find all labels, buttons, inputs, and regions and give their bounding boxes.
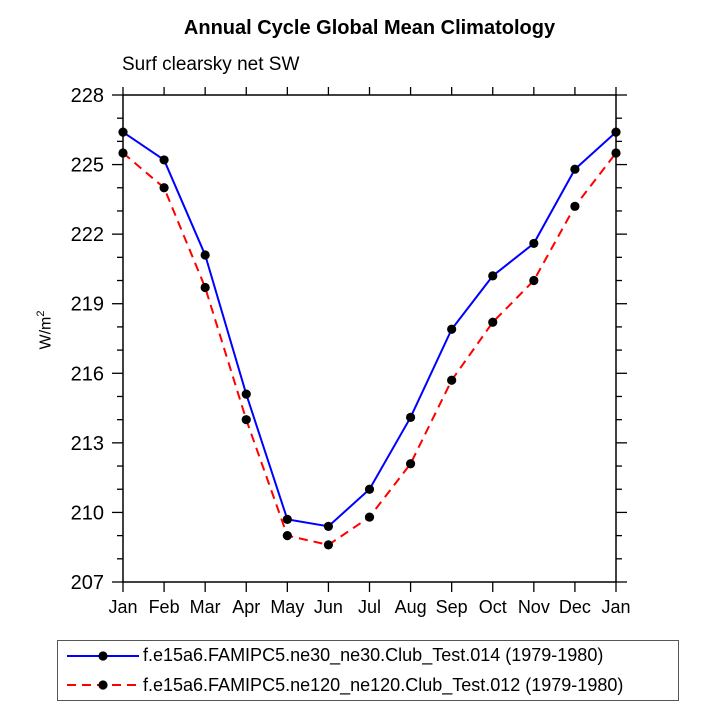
data-point-marker (447, 324, 457, 334)
legend-line-sample-blue-solid (65, 646, 141, 666)
y-tick-label: 216 (71, 363, 104, 385)
x-tick-label: Aug (395, 597, 427, 617)
x-tick-label: Mar (190, 597, 221, 617)
data-point-marker (405, 459, 416, 469)
series-line-0 (122, 131, 617, 528)
legend-sample-svg (67, 651, 139, 661)
legend-label-ne30: f.e15a6.FAMIPC5.ne30_ne30.Club_Test.014 … (143, 645, 604, 666)
data-point-marker (611, 127, 621, 137)
series-markers-0 (118, 127, 621, 531)
y-axis-tick-labels: 207 210 213 216 219 222 225 228 (71, 85, 104, 594)
data-point-marker (364, 512, 375, 522)
data-point-marker (200, 282, 210, 293)
legend-label-ne120: f.e15a6.FAMIPC5.ne120_ne120.Club_Test.01… (143, 674, 624, 695)
legend-row-ne120: f.e15a6.FAMIPC5.ne120_ne120.Club_Test.01… (58, 671, 678, 701)
series-markers-1 (118, 148, 621, 550)
data-point-marker (611, 148, 621, 158)
data-point-marker (282, 514, 292, 524)
x-axis-ticks (122, 87, 617, 592)
data-point-marker (323, 521, 334, 531)
data-point-marker (529, 275, 539, 286)
x-axis-tick-labels: Jan Feb Mar Apr May Jun Jul Aug Sep Oct Nov Dec Jan (108, 597, 630, 617)
legend-box: f.e15a6.FAMIPC5.ne30_ne30.Club_Test.014 … (57, 640, 679, 701)
data-point-marker (241, 389, 251, 399)
y-tick-label: 210 (71, 502, 104, 524)
data-point-marker (282, 531, 292, 541)
x-tick-label: Feb (149, 597, 180, 617)
x-tick-label: Apr (232, 597, 260, 617)
x-tick-label: May (270, 597, 304, 617)
legend-row-ne30: f.e15a6.FAMIPC5.ne30_ne30.Club_Test.014 … (58, 641, 678, 671)
x-tick-label: Dec (559, 597, 591, 617)
x-tick-label: Nov (518, 597, 550, 617)
x-tick-label: Jul (358, 597, 381, 617)
data-point-marker (488, 317, 498, 327)
plot-frame (122, 94, 617, 583)
data-point-marker (364, 484, 375, 494)
y-tick-label: 228 (71, 85, 104, 107)
y-axis-ticks (112, 94, 627, 583)
chart-subtitle: Surf clearsky net SW (122, 54, 300, 75)
x-tick-label: Jan (108, 597, 137, 617)
data-point-marker (159, 155, 169, 165)
data-point-marker (447, 375, 457, 385)
y-tick-label: 225 (71, 155, 104, 177)
x-tick-label: Jun (314, 597, 343, 617)
y-tick-label: 219 (71, 294, 104, 316)
data-point-marker (200, 250, 210, 260)
data-point-marker (159, 183, 169, 193)
x-tick-label: Oct (479, 597, 507, 617)
x-tick-label: Sep (436, 597, 468, 617)
y-tick-label: 207 (71, 572, 104, 594)
data-point-marker (118, 148, 128, 158)
y-tick-label: 222 (71, 224, 104, 246)
x-tick-label: Jan (601, 597, 630, 617)
data-point-marker (241, 415, 251, 425)
data-point-marker (529, 238, 539, 249)
data-point-marker (570, 201, 580, 211)
data-point-marker (118, 127, 128, 137)
data-point-marker (323, 540, 334, 550)
legend-line-sample-red-dashed (65, 675, 141, 695)
data-point-marker (570, 164, 580, 174)
legend-sample-svg (67, 680, 139, 690)
data-point-marker (405, 412, 416, 422)
data-point-marker (488, 271, 498, 281)
y-tick-label: 213 (71, 433, 104, 455)
chart-title: Annual Cycle Global Mean Climatology (183, 17, 556, 39)
